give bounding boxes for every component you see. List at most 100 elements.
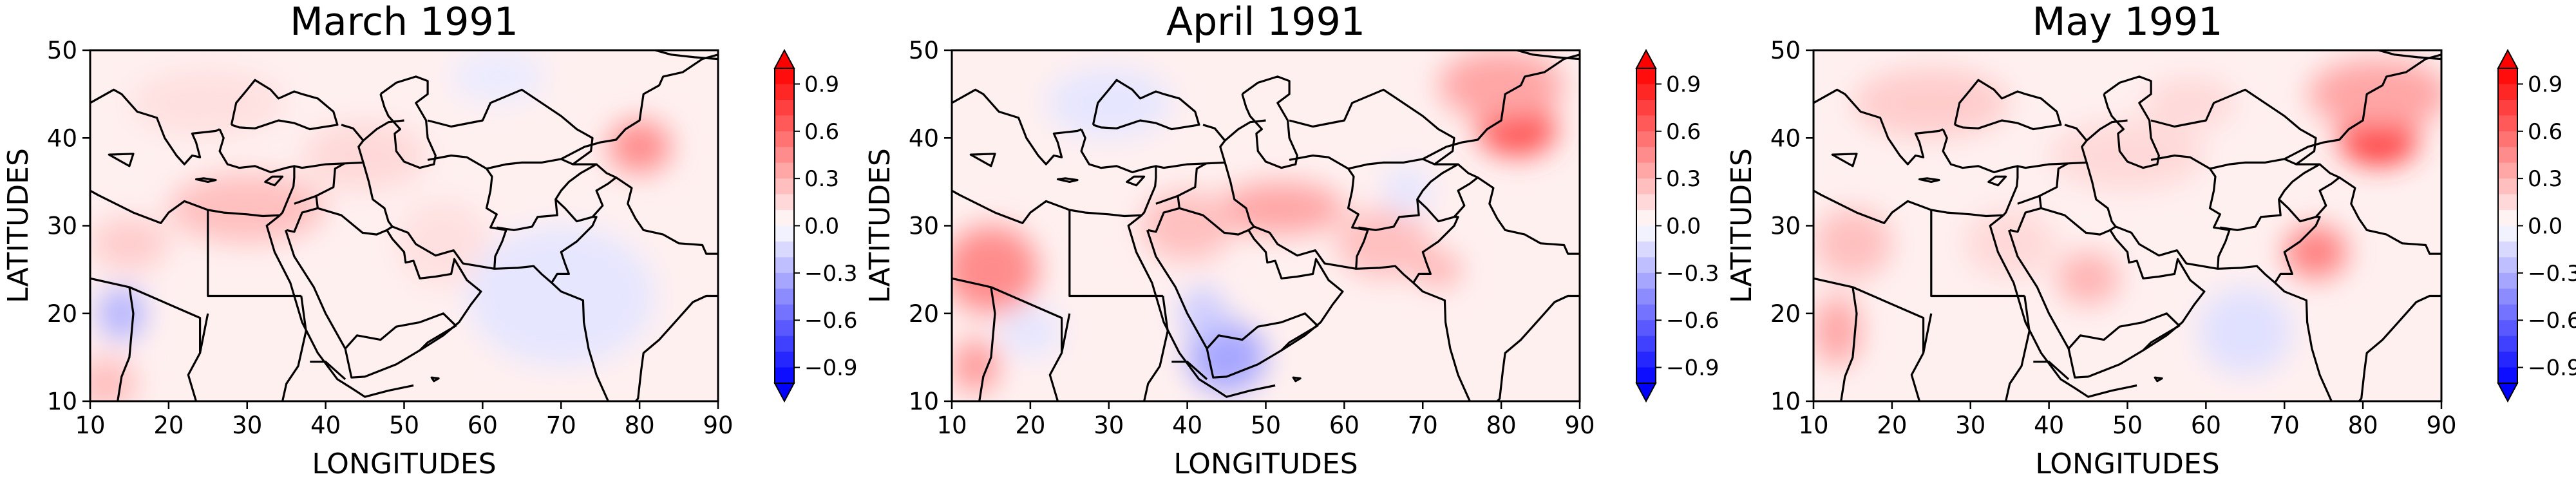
coastline-path [1206,312,1319,352]
colorbar-level [775,178,794,195]
island [969,153,996,167]
anomaly-cell [90,216,169,270]
x-tick-label: 10 [936,412,967,439]
coastline-path [551,216,598,283]
coastlines [952,50,1580,401]
panel-title: March 1991 [290,0,518,44]
x-axis-label: LONGITUDES [2035,448,2219,480]
coastline-path [2284,53,2441,160]
island [194,177,217,183]
anomaly-cell [952,339,999,393]
x-axis-label: LONGITUDES [312,448,496,480]
coastline-path [1080,128,1157,216]
y-tick-label: 30 [1770,213,1801,240]
y-tick-label: 50 [1770,37,1801,64]
coastline-path [1127,214,1276,398]
y-tick-label: 40 [909,124,939,152]
coastline-path [1457,163,1580,255]
colorbar-level [1636,68,1656,85]
colorbar-level [775,257,794,274]
coastline-path [2067,312,2181,352]
colorbar-level [2498,241,2517,258]
colorbar-level [2498,352,2517,368]
colorbar-level [775,241,794,258]
coastline-path [230,79,339,131]
anomaly-cell [129,68,287,138]
coastline-path [284,225,482,379]
coastline-path [286,194,319,233]
x-tick-label: 80 [625,412,655,439]
colorbar-tick-label: 0.0 [804,214,839,240]
colorbar-tick-label: 0.6 [1666,119,1701,145]
colorbar-level [2498,115,2517,132]
colorbar-level [2498,99,2517,116]
colorbar-tick-label: −0.9 [1666,355,1719,381]
x-tick-label: 70 [1408,412,1438,439]
island [2154,376,2163,383]
y-axis-label: LATITUDES [864,148,896,303]
coastline-path [2009,194,2042,233]
colorbar-level [1636,84,1656,100]
coastline-path [2085,162,2117,227]
coastline-path [952,189,1142,224]
coastline-path [218,128,296,216]
colorbar-tick-label: −0.9 [2528,355,2576,381]
coastline-path [316,162,345,197]
x-tick-label: 10 [75,412,105,439]
colorbar-tick-label: 0.9 [804,71,839,97]
panel-2: May 1991 10 20 30 40 50 60 70 80 90 10 20 30 40 50 LONG… [1725,0,2576,480]
coastline-path [207,210,301,298]
x-tick-label: 40 [310,412,341,439]
coastline-path [265,214,414,398]
colorbar-level [2498,68,2517,85]
colorbar: 0.9 0.6 0.3 0.0 −0.3 −0.6 −0.9 [1635,48,1719,403]
panel-title: May 1991 [2032,0,2223,44]
colorbar-level [2498,320,2517,337]
coastline-path [1989,214,2137,398]
coastline-path [2210,158,2321,231]
coastline-path [2017,124,2088,169]
coastline-path [1953,79,2062,131]
coastline-path [551,281,718,401]
island [1831,153,1858,167]
coastline-path [1416,176,1479,223]
coastline-path [1348,158,1459,231]
colorbar-level [2498,178,2517,195]
x-tick-label: 50 [389,412,419,439]
anomaly-cell [1814,296,1861,366]
colorbar-tick-label: 0.0 [1666,214,1701,240]
coastline-path [1422,53,1580,160]
colorbar-level [775,68,794,85]
y-tick-label: 30 [47,213,77,240]
coastline-path [379,75,437,169]
colorbar-level [775,99,794,116]
colorbar-tick-label: 0.9 [1666,71,1701,97]
anomaly-cell [1852,68,2010,138]
coastline-path [1412,281,1580,401]
coastline-path [427,154,507,269]
anomaly-cell [1415,252,1463,287]
colorbar-tick-label: 0.6 [804,119,839,145]
anomaly-cell [952,225,1039,314]
colorbar-level [2498,289,2517,305]
anomaly-cell [1438,50,1564,120]
colorbar-level [775,210,794,227]
coastline-path [596,163,718,255]
coastline-path [1068,210,1163,298]
colorbar-extend-min [2497,383,2519,403]
coastline-path [2086,119,2128,142]
anomaly-cell [467,225,656,366]
coastlines [90,50,718,401]
colorbar-tick-label: −0.6 [1666,308,1719,334]
y-tick-label: 10 [909,388,939,415]
coastline-path [952,88,1082,166]
coastline-path [2150,154,2231,269]
coastline-path [1910,313,1933,401]
coastline-path [1155,124,1226,169]
island [1056,177,1079,183]
colorbar-tick-label: −0.3 [2528,261,2576,287]
x-tick-label: 80 [2348,412,2378,439]
colorbar-level [775,272,794,289]
colorbar-level [1636,147,1656,164]
